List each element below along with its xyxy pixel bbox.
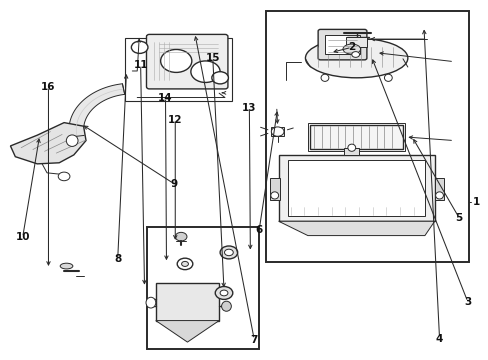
Ellipse shape [321,74,328,81]
Bar [269,178,279,200]
Text: 3: 3 [463,297,470,307]
Bar [345,37,366,47]
Ellipse shape [221,301,231,311]
Text: 15: 15 [205,53,220,63]
Ellipse shape [211,72,228,84]
Text: 11: 11 [133,60,147,70]
Ellipse shape [175,232,186,241]
Ellipse shape [177,258,192,270]
Ellipse shape [131,41,148,53]
Ellipse shape [190,61,220,82]
Ellipse shape [215,287,232,300]
Ellipse shape [220,246,237,259]
Ellipse shape [384,74,391,81]
Ellipse shape [220,290,227,296]
Text: 12: 12 [168,115,182,125]
Bar [307,123,405,151]
Bar [344,148,358,155]
Bar [147,226,259,348]
Polygon shape [156,320,219,342]
FancyBboxPatch shape [146,35,227,89]
Bar [156,283,219,320]
Bar [125,39,232,101]
Polygon shape [69,84,124,137]
Text: 4: 4 [435,333,442,343]
Text: 7: 7 [250,334,257,345]
Text: 2: 2 [347,42,355,52]
Text: 14: 14 [158,93,172,103]
Ellipse shape [160,49,191,72]
Bar [278,155,434,221]
Ellipse shape [305,39,407,78]
Bar [288,160,424,216]
Ellipse shape [271,127,284,136]
Text: 5: 5 [454,213,462,222]
Ellipse shape [347,144,355,151]
Ellipse shape [181,261,188,266]
Ellipse shape [351,51,359,57]
Ellipse shape [224,249,233,256]
Ellipse shape [60,263,73,269]
Ellipse shape [146,297,156,308]
Text: 6: 6 [255,225,262,235]
Bar [266,12,468,262]
Ellipse shape [342,44,360,54]
Polygon shape [10,123,86,164]
Ellipse shape [66,135,78,147]
Ellipse shape [270,192,278,199]
Text: 1: 1 [471,197,479,207]
Bar [271,127,284,136]
Text: 8: 8 [114,254,121,264]
Ellipse shape [58,172,70,181]
Bar [434,178,444,200]
Text: 10: 10 [15,232,30,242]
Text: 13: 13 [242,103,256,113]
Ellipse shape [435,192,443,199]
Text: 16: 16 [41,82,56,92]
Bar [325,35,359,54]
Polygon shape [278,221,434,235]
Bar [310,125,402,149]
FancyBboxPatch shape [318,30,366,60]
Text: 9: 9 [170,179,177,189]
